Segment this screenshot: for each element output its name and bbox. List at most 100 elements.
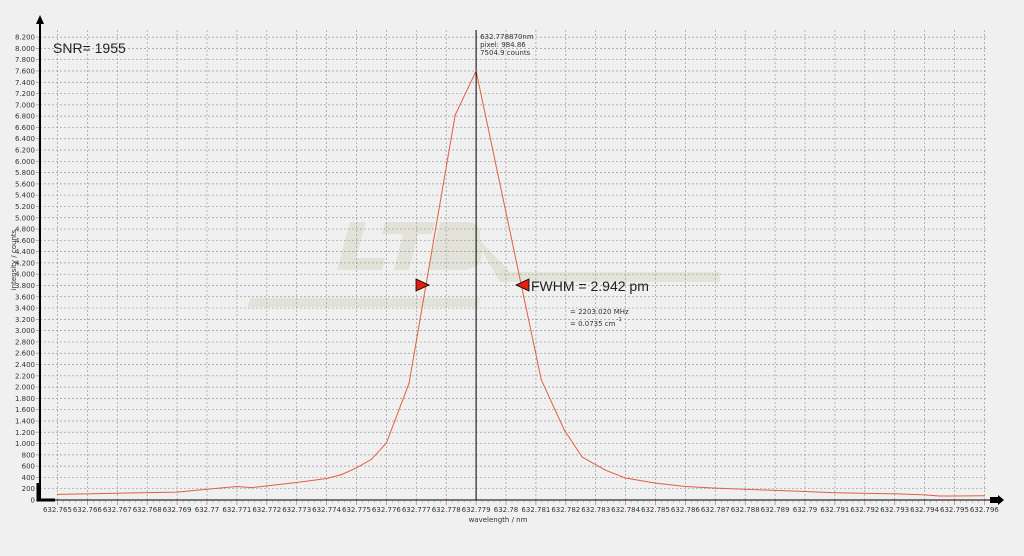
x-tick-label: 632.766 bbox=[73, 506, 102, 514]
data-point bbox=[326, 477, 328, 480]
origin-arrow-icon bbox=[36, 483, 55, 502]
data-point bbox=[563, 429, 565, 431]
x-tick-label: 632.794 bbox=[910, 506, 939, 514]
y-tick-label: 1.800 bbox=[15, 395, 35, 403]
x-axis-ticks: 632.765 632.766 632.767 632.768 632.769 632.7… bbox=[43, 500, 999, 514]
logo-letter-b bbox=[428, 222, 482, 270]
axes bbox=[36, 15, 1004, 505]
logo-swoosh bbox=[470, 230, 720, 282]
y-tick-label: 1.000 bbox=[15, 440, 35, 448]
y-tick-label: 1.400 bbox=[15, 417, 35, 425]
y-tick-label: 7.600 bbox=[15, 67, 35, 75]
y-tick-label: 2.800 bbox=[15, 338, 35, 346]
data-point bbox=[296, 481, 298, 484]
y-tick-label: 2.600 bbox=[15, 350, 35, 358]
data-point bbox=[116, 492, 118, 494]
data-point bbox=[744, 488, 746, 490]
data-point bbox=[56, 493, 59, 495]
y-tick-label: 6.000 bbox=[15, 158, 35, 166]
y-tick-label: 5.800 bbox=[15, 169, 35, 177]
x-tick-label: 632.796 bbox=[970, 506, 999, 514]
y-tick-label: 3.200 bbox=[15, 316, 35, 324]
logo-letter-l bbox=[337, 222, 385, 270]
y-tick-label: 3.800 bbox=[15, 282, 35, 290]
y-tick-label: 7.000 bbox=[15, 101, 35, 109]
y-tick-label: 3.400 bbox=[15, 305, 35, 313]
x-tick-label: 632.772 bbox=[252, 506, 281, 514]
y-tick-label: 2.400 bbox=[15, 361, 35, 369]
y-axis-arrow-icon bbox=[36, 15, 44, 24]
y-tick-label: 4.400 bbox=[15, 248, 35, 256]
data-point bbox=[624, 477, 626, 479]
x-tick-label: 632.78 bbox=[494, 506, 519, 514]
logo-letter-t bbox=[382, 222, 435, 270]
data-point bbox=[938, 495, 941, 497]
y-axis-ticks: 0 200 400 600 800 1.000 1.200 1.400 1.600 1.800 2.… bbox=[15, 34, 40, 505]
y-tick-label: 1.600 bbox=[15, 406, 35, 414]
y-tick-label: 4.000 bbox=[15, 271, 35, 279]
fwhm-cm-exponent: -1 bbox=[617, 317, 622, 323]
data-point bbox=[236, 485, 238, 488]
fwhm-left-marker-icon bbox=[415, 278, 430, 292]
x-tick-label: 632.768 bbox=[133, 506, 162, 514]
x-axis-arrow-icon bbox=[990, 495, 1004, 505]
x-tick-label: 632.785 bbox=[641, 506, 670, 514]
x-tick-label: 632.765 bbox=[43, 506, 72, 514]
y-tick-label: 800 bbox=[22, 451, 35, 459]
y-tick-label: 4.600 bbox=[15, 237, 35, 245]
x-tick-label: 632.774 bbox=[312, 506, 341, 514]
fwhm-mhz: = 2203.020 MHz bbox=[570, 308, 629, 316]
x-tick-label: 632.767 bbox=[103, 506, 132, 514]
data-point bbox=[654, 482, 657, 484]
y-tick-label: 4.800 bbox=[15, 226, 35, 234]
data-point bbox=[340, 473, 343, 476]
data-point bbox=[924, 494, 926, 496]
y-tick-label: 7.800 bbox=[15, 56, 35, 64]
x-tick-label: 632.786 bbox=[671, 506, 700, 514]
y-tick-label: 6.600 bbox=[15, 124, 35, 132]
y-tick-label: 6.800 bbox=[15, 113, 35, 121]
data-point bbox=[684, 485, 687, 488]
data-point bbox=[385, 442, 387, 444]
data-point bbox=[983, 495, 986, 497]
cursor-counts: 7504.9 counts bbox=[480, 49, 530, 57]
x-tick-label: 632.778 bbox=[432, 506, 461, 514]
y-tick-label: 1.200 bbox=[15, 429, 35, 437]
y-tick-label: 2.200 bbox=[15, 372, 35, 380]
y-tick-label: 4.200 bbox=[15, 259, 35, 267]
x-tick-label: 632.77 bbox=[195, 506, 220, 514]
y-tick-label: 3.600 bbox=[15, 293, 35, 301]
y-tick-label: 8.200 bbox=[15, 34, 35, 42]
data-point bbox=[540, 379, 542, 381]
fwhm-label: FWHM = 2.942 pm bbox=[531, 278, 649, 294]
data-point bbox=[581, 456, 583, 458]
y-axis-label: intensity / counts bbox=[10, 229, 18, 290]
x-tick-label: 632.769 bbox=[163, 506, 192, 514]
y-tick-label: 5.000 bbox=[15, 214, 35, 222]
y-tick-label: 0 bbox=[31, 497, 35, 505]
y-tick-label: 7.400 bbox=[15, 79, 35, 87]
x-tick-label: 632.773 bbox=[282, 506, 311, 514]
x-tick-label: 632.771 bbox=[222, 506, 251, 514]
spectrum-points bbox=[56, 70, 986, 497]
x-tick-label: 632.793 bbox=[880, 506, 909, 514]
x-tick-label: 632.788 bbox=[731, 506, 760, 514]
y-tick-label: 600 bbox=[22, 463, 35, 471]
snr-label: SNR= 1955 bbox=[53, 40, 126, 56]
data-point bbox=[604, 469, 606, 471]
cursor-wavelength: 632.778870nm bbox=[480, 33, 534, 41]
y-tick-label: 5.600 bbox=[15, 180, 35, 188]
y-tick-label: 5.400 bbox=[15, 192, 35, 200]
x-tick-label: 632.784 bbox=[611, 506, 640, 514]
x-tick-label: 632.795 bbox=[940, 506, 969, 514]
x-axis-label: wavelength / nm bbox=[469, 516, 528, 524]
data-point bbox=[206, 488, 208, 490]
x-tick-label: 632.781 bbox=[521, 506, 550, 514]
fwhm-cm: = 0.0735 cm bbox=[570, 320, 616, 328]
x-tick-label: 632.775 bbox=[342, 506, 371, 514]
x-tick-label: 632.79 bbox=[793, 506, 818, 514]
ltb-logo-watermark bbox=[247, 222, 720, 307]
data-point bbox=[714, 487, 716, 489]
x-tick-label: 632.776 bbox=[372, 506, 401, 514]
